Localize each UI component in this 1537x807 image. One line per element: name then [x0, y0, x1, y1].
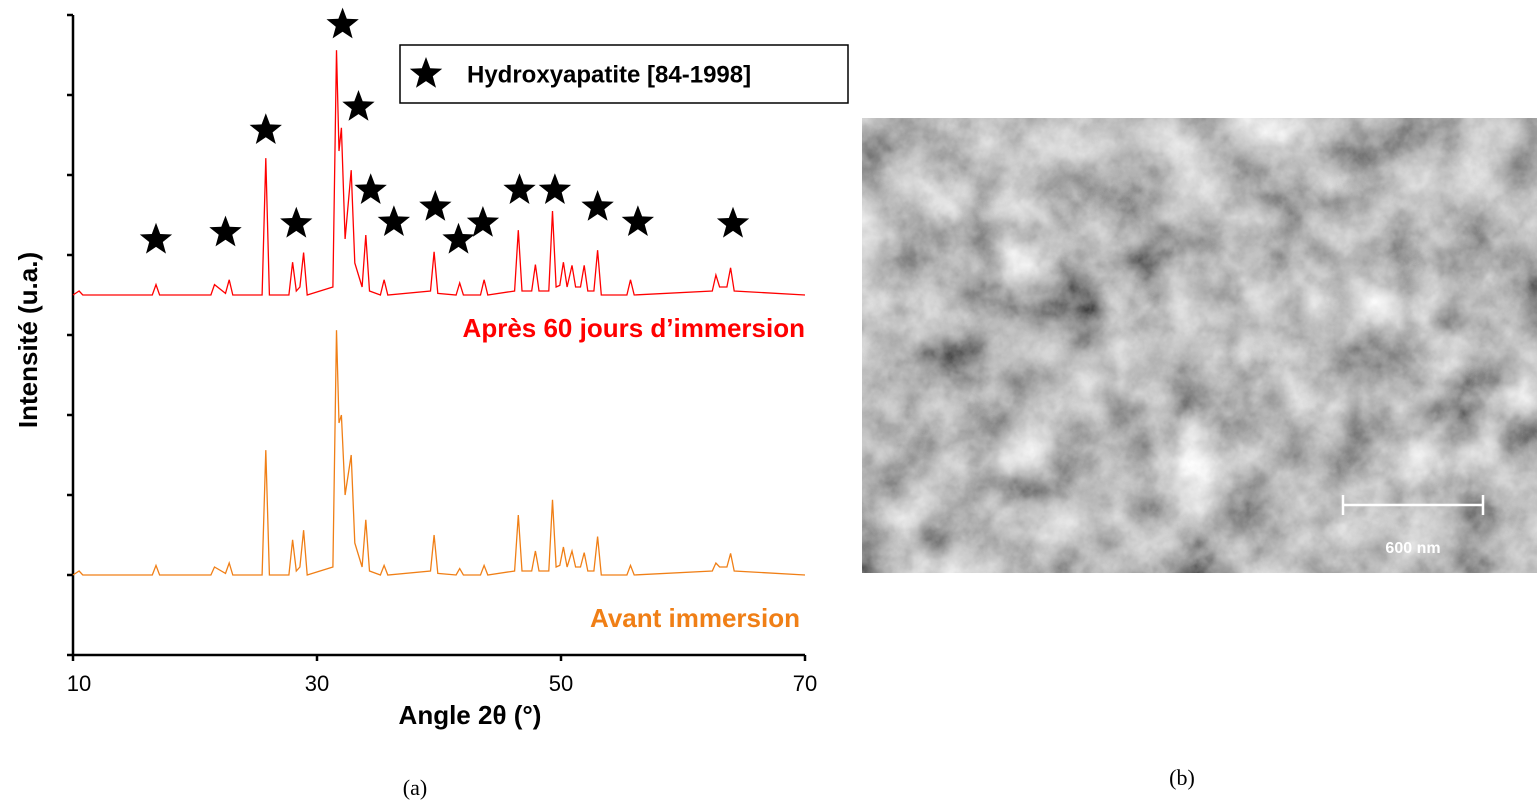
series-label: Après 60 jours d’immersion — [463, 313, 805, 343]
peak-star — [419, 190, 452, 221]
peak-star — [503, 173, 536, 204]
peak-star — [621, 205, 654, 236]
peak-star — [209, 215, 242, 247]
plot: 10 30 50 70 Après 60 jours d’immersion Avant … — [67, 7, 849, 696]
x-tick-label: 10 — [67, 671, 91, 696]
peak-star — [326, 7, 359, 39]
peak-star — [538, 173, 572, 204]
peak-star — [716, 206, 750, 238]
x-tick-label: 70 — [793, 671, 817, 696]
panel-label: (b) — [1169, 765, 1195, 790]
x-tick-label: 30 — [305, 671, 329, 696]
series-label: Avant immersion — [590, 603, 800, 633]
peak-star — [280, 206, 313, 238]
sem-image — [862, 118, 1537, 573]
spectrum-line — [72, 330, 806, 576]
peak-star — [442, 222, 475, 254]
peak-star — [377, 205, 410, 236]
y-axis-label: Intensité (u.a.) — [13, 252, 43, 428]
x-tick-label: 50 — [549, 671, 573, 696]
peak-star — [139, 222, 173, 254]
x-axis-label: Angle 2θ (°) — [399, 700, 542, 730]
legend-star — [409, 57, 443, 88]
peak-star — [466, 206, 500, 237]
peak-star — [581, 190, 614, 221]
panel-label: (a) — [403, 775, 427, 800]
legend-box — [399, 44, 849, 104]
scale-bar-label: 600 nm — [1385, 540, 1440, 557]
peak-star — [249, 113, 282, 144]
legend-label: Hydroxyapatite [84-1998] — [467, 61, 751, 88]
peak-star — [342, 90, 375, 121]
peak-star — [354, 173, 387, 204]
spectrum-line — [72, 50, 806, 296]
